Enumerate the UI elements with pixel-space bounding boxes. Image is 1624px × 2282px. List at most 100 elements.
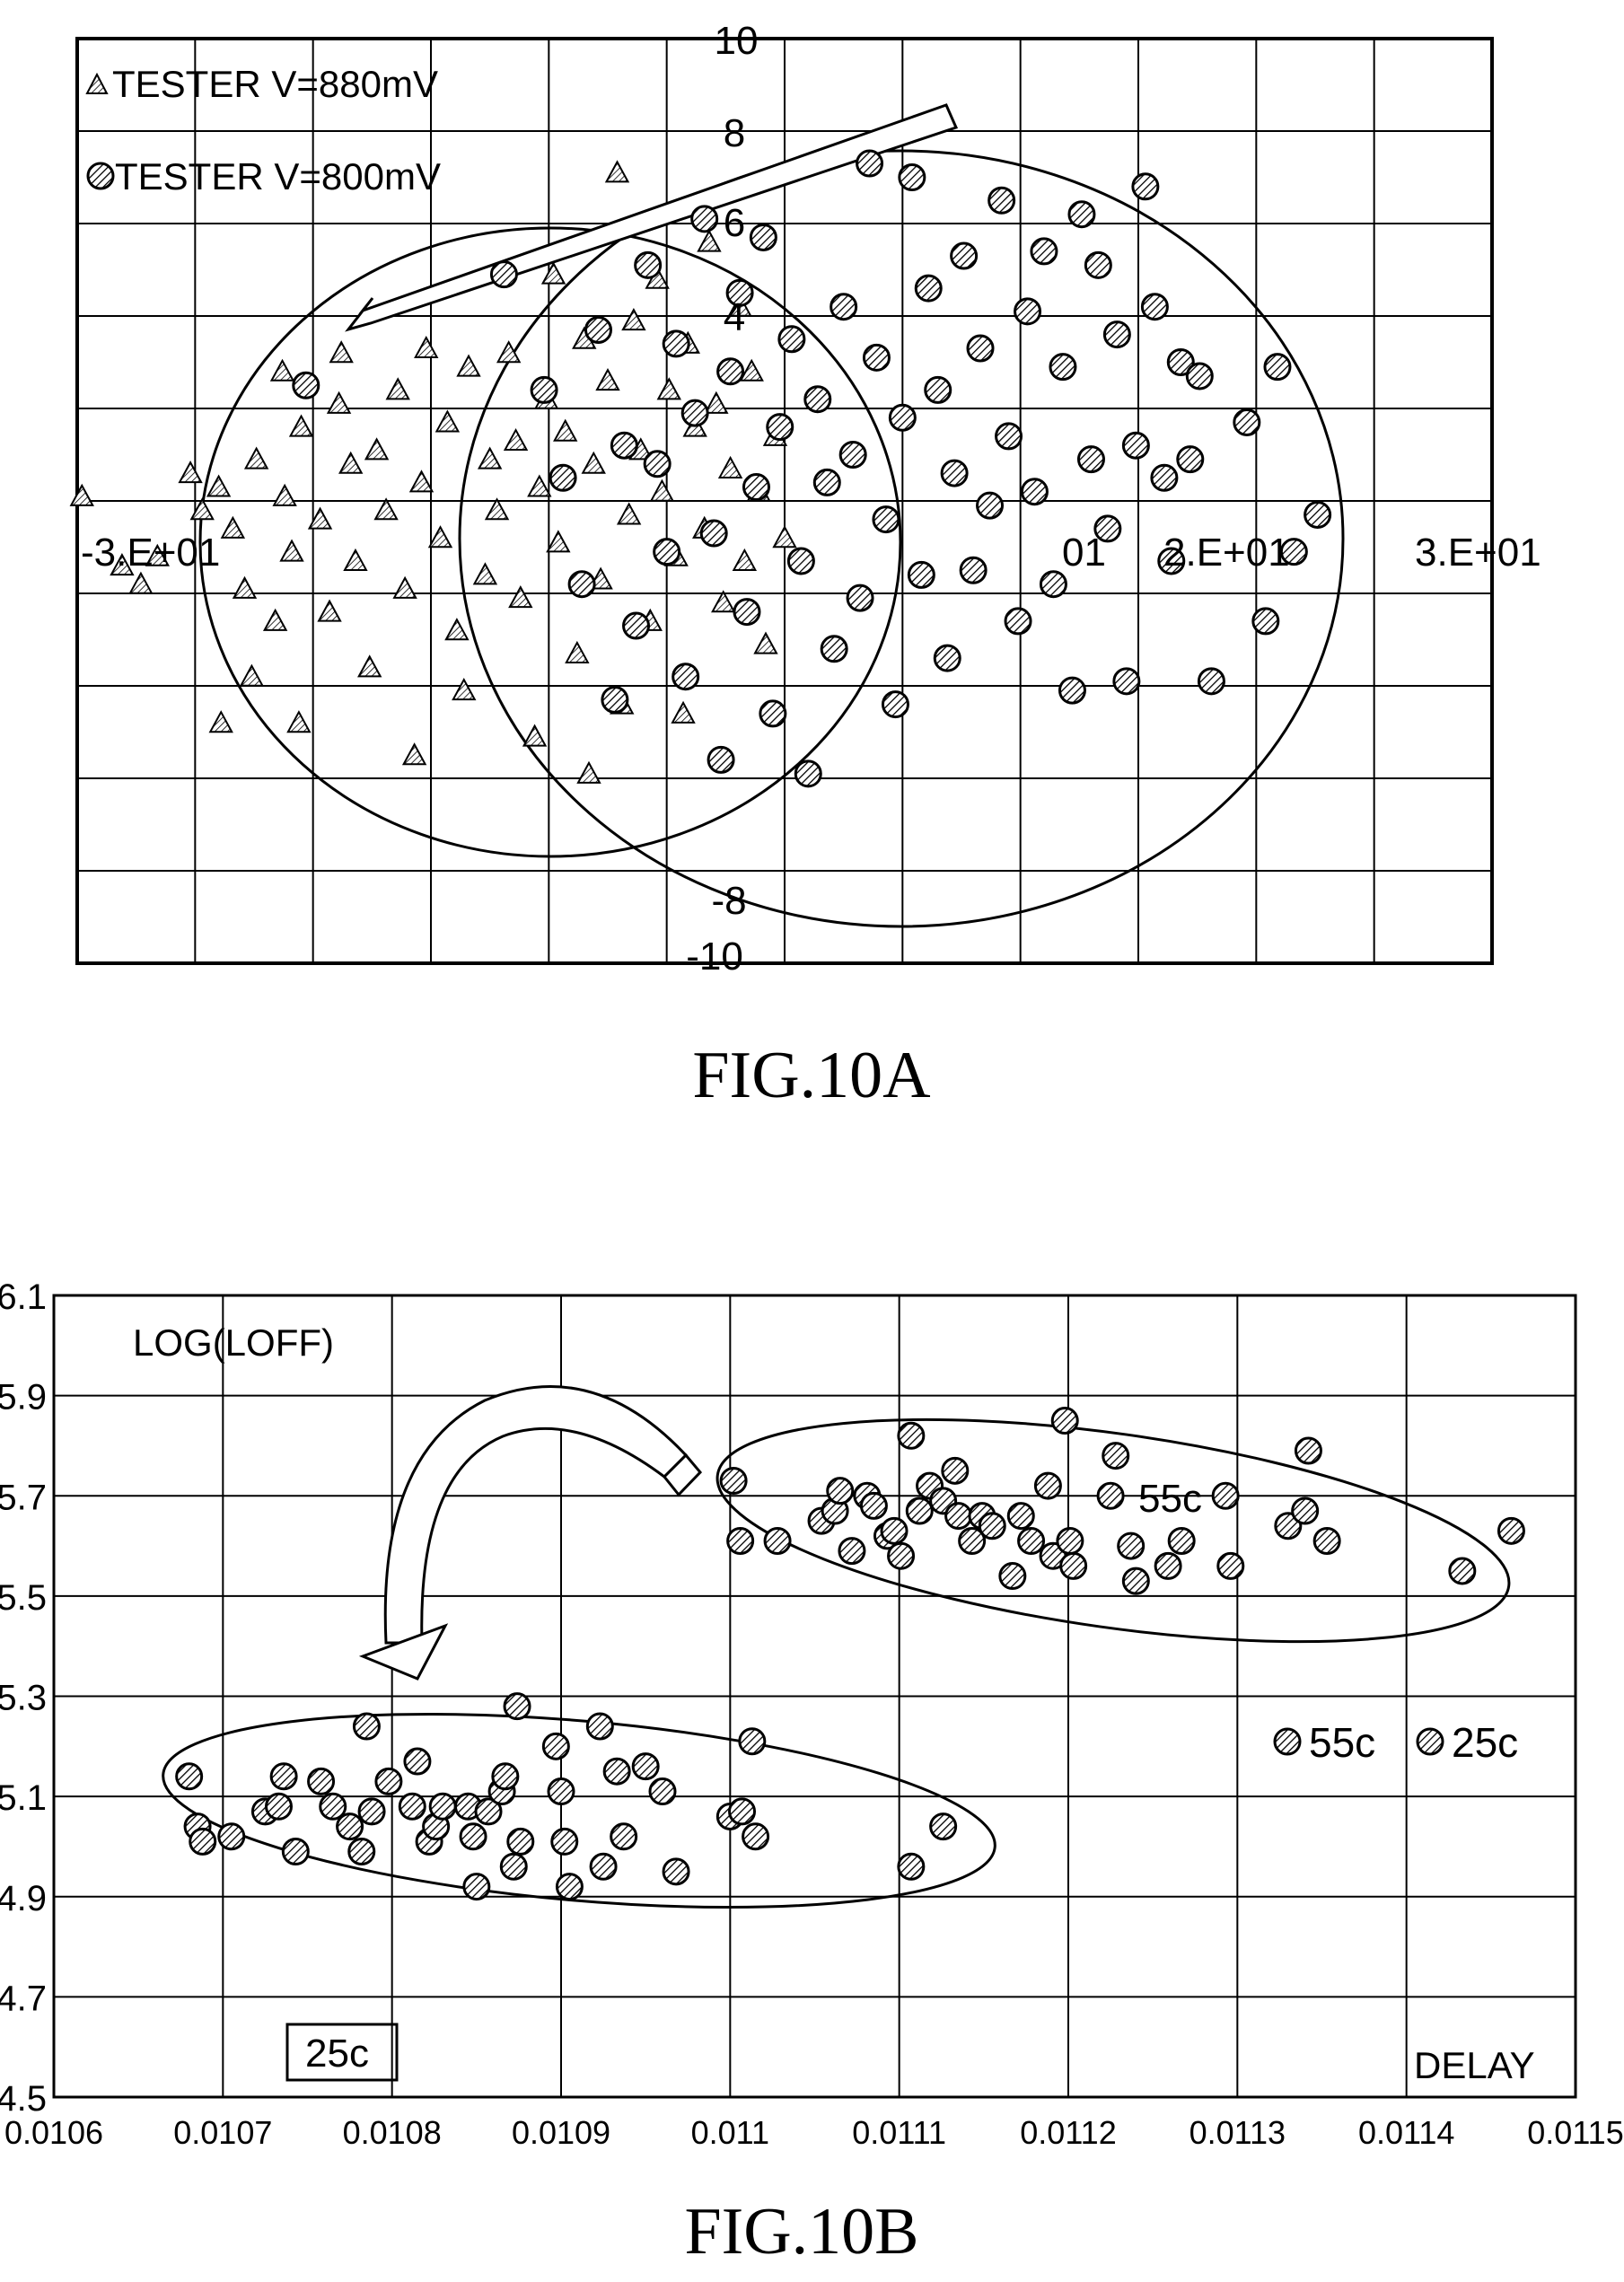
chart-b-xlabel: DELAY: [1414, 2044, 1535, 2086]
chart-a-point-800mv: [881, 690, 909, 719]
chart-a-point-800mv: [872, 505, 900, 534]
chart-a-point-880mv: [503, 427, 529, 452]
chart-b-point-25c: [631, 1752, 660, 1781]
chart-a-point-800mv: [907, 560, 935, 589]
chart-a-point-800mv: [1058, 676, 1086, 705]
chart-a-point-880mv: [373, 497, 399, 521]
chart-a-point-800mv: [914, 274, 943, 303]
chart-a-point-880mv: [357, 654, 382, 678]
chart-b-annotation-25c: 25c: [305, 2032, 369, 2076]
chart-a-point-880mv: [239, 663, 265, 687]
chart-b-xtick-label: 0.0115: [1527, 2114, 1623, 2151]
chart-a-point-880mv: [540, 261, 566, 285]
chart-a-point-880mv: [392, 575, 417, 599]
chart-a-point-800mv: [1039, 570, 1067, 599]
chart-b-point-55c: [719, 1467, 748, 1496]
legend-hatched-circle-icon: [1416, 1727, 1444, 1756]
chart-b-point-55c: [1154, 1551, 1182, 1580]
chart-a-point-800mv: [1279, 538, 1308, 566]
chart-a-point-880mv: [343, 548, 368, 571]
chart-b-point-25c: [589, 1852, 618, 1881]
chart-a-point-880mv: [364, 437, 390, 461]
chart-a-ytick-label: 4: [724, 295, 745, 339]
chart-a-point-880mv: [385, 377, 410, 400]
chart-b-point-55c: [905, 1496, 934, 1525]
chart-a-point-880mv: [435, 409, 461, 433]
chart-a-point-800mv: [653, 538, 681, 566]
chart-a-point-800mv: [830, 293, 858, 321]
chart-b-point-55c: [897, 1421, 926, 1450]
chart-a-point-880mv: [581, 451, 606, 474]
chart-b-point-25c: [352, 1712, 381, 1741]
chart-b-point-55c: [958, 1526, 987, 1555]
chart-b-xtick-label: 0.0113: [1189, 2114, 1286, 2151]
chart-a-point-880mv: [576, 760, 601, 784]
chart-a-point-800mv: [1067, 200, 1096, 229]
chart-a-point-800mv: [1176, 445, 1205, 474]
chart-a-point-800mv: [707, 745, 735, 774]
chart-b-point-55c: [887, 1541, 916, 1570]
chart-a-point-880mv: [711, 590, 736, 613]
chart-b-xtick-label: 0.0107: [173, 2114, 272, 2151]
chart-a-point-880mv: [220, 515, 246, 539]
chart-a-point-800mv: [803, 385, 832, 414]
chart-a-point-880mv: [452, 678, 477, 701]
chart-a-point-800mv: [759, 699, 787, 728]
chart-a-grid: [77, 39, 1492, 963]
chart-b-grid: [54, 1295, 1576, 2097]
chart-a-point-880mv: [697, 229, 722, 252]
chart-a-point-880mv: [408, 470, 435, 493]
chart-a-shift-arrow: [345, 103, 959, 332]
chart-b-point-55c: [1216, 1551, 1245, 1580]
chart-a-legend-label: TESTER V=880mV: [112, 63, 438, 105]
chart-b-point-55c: [880, 1516, 909, 1545]
chart-a-point-880mv: [527, 474, 552, 497]
chart-b-point-55c: [838, 1537, 866, 1566]
chart-b-point-25c: [742, 1822, 770, 1851]
chart-b-point-25c: [428, 1792, 457, 1821]
chart-b-point-25c: [281, 1838, 310, 1866]
chart-b-point-25c: [738, 1727, 767, 1756]
chart-a-point-800mv: [1166, 348, 1195, 376]
chart-a-point-880mv: [338, 451, 364, 474]
chart-a-point-800mv: [1233, 408, 1261, 436]
chart-a-point-800mv: [584, 315, 612, 344]
chart-b-point-55c: [763, 1526, 792, 1555]
chart-b-point-25c: [503, 1692, 531, 1721]
chart-b-point-55c: [826, 1477, 855, 1505]
chart-b-point-55c: [1006, 1502, 1035, 1531]
chart-b-point-55c: [1121, 1567, 1150, 1595]
chart-b-point-55c: [1017, 1526, 1046, 1555]
chart-b-arrowhead: [358, 1623, 449, 1681]
chart-a-point-880mv: [753, 631, 778, 654]
chart-a-point-800mv: [1263, 353, 1292, 382]
chart-b-point-25c: [264, 1792, 293, 1821]
chart-a-point-880mv: [472, 562, 498, 585]
chart-b-point-25c: [547, 1777, 575, 1806]
chart-a-point-880mv: [272, 483, 297, 506]
chart-b-point-25c: [550, 1827, 579, 1856]
legend-hatched-circle-icon: [86, 162, 115, 190]
chart-b-point-25c: [347, 1838, 376, 1866]
chart-a-point-880mv: [208, 710, 233, 733]
chart-b-annotation-55c: 55c: [1138, 1477, 1202, 1521]
chart-a-point-800mv: [1076, 445, 1105, 474]
chart-b-point-25c: [541, 1732, 570, 1760]
chart-a-point-880mv: [288, 414, 314, 437]
chart-b-point-25c: [462, 1873, 491, 1901]
chart-a-point-880mv: [732, 548, 758, 571]
chart-b-point-25c: [398, 1792, 426, 1821]
chart-b-point-25c: [189, 1827, 217, 1856]
chart-a-point-880mv: [704, 391, 729, 414]
chart-a-ytick-label: 10: [715, 19, 759, 63]
chart-a-xtick-label: -3.E+01: [81, 531, 220, 575]
chart-a-point-800mv: [672, 663, 700, 691]
chart-b-ytick-label: 6.1: [0, 1277, 47, 1317]
chart-b-point-55c: [1312, 1526, 1341, 1555]
chart-b-xtick-label: 0.011: [691, 2114, 769, 2151]
chart-b-point-25c: [585, 1712, 614, 1741]
chart-a-point-880mv: [565, 640, 590, 663]
chart-b-xtick-label: 0.0108: [343, 2114, 442, 2151]
chart-b-point-25c: [491, 1762, 520, 1791]
chart-a-ytick-label: 8: [724, 111, 745, 155]
